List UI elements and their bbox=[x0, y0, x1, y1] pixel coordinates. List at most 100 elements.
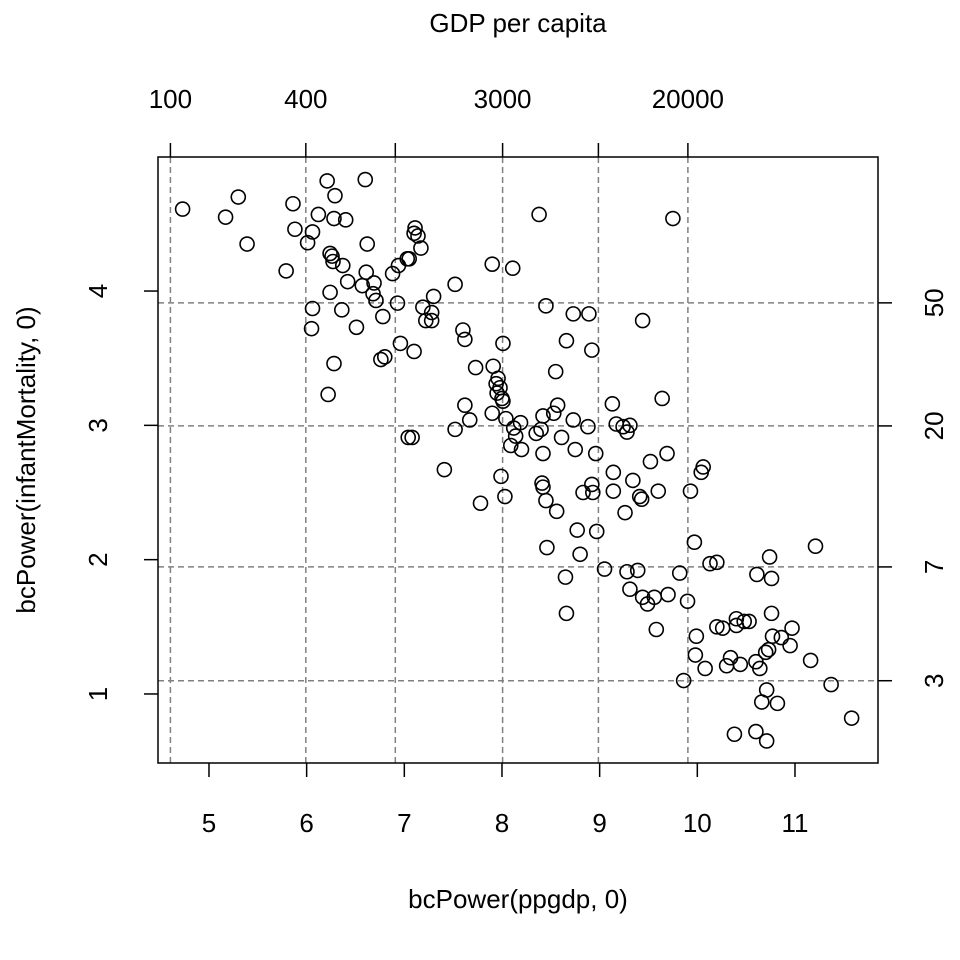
x-tick-label: 11 bbox=[781, 808, 808, 838]
point bbox=[547, 363, 564, 380]
point bbox=[319, 173, 335, 189]
point bbox=[230, 189, 247, 205]
point bbox=[406, 225, 422, 242]
y2-tick-label: 3 bbox=[919, 673, 949, 687]
point bbox=[587, 445, 604, 462]
point bbox=[304, 224, 321, 240]
point bbox=[584, 342, 600, 358]
point bbox=[538, 298, 554, 314]
point bbox=[749, 566, 765, 583]
point bbox=[764, 628, 781, 645]
point bbox=[782, 637, 798, 654]
point bbox=[285, 195, 301, 212]
point bbox=[484, 256, 501, 272]
y2-tick-label: 50 bbox=[919, 288, 949, 317]
point bbox=[425, 288, 442, 305]
point bbox=[736, 613, 752, 630]
point bbox=[366, 275, 382, 291]
point bbox=[604, 396, 621, 412]
point bbox=[539, 539, 555, 556]
point bbox=[325, 253, 341, 270]
point bbox=[843, 710, 860, 726]
x-tick-label: 8 bbox=[495, 808, 509, 838]
point bbox=[709, 619, 725, 635]
point bbox=[823, 676, 839, 693]
point bbox=[497, 488, 513, 505]
point bbox=[535, 445, 551, 462]
point bbox=[334, 257, 351, 274]
point bbox=[682, 483, 699, 499]
point bbox=[565, 306, 582, 322]
point bbox=[354, 277, 371, 294]
point bbox=[359, 236, 376, 252]
point bbox=[513, 441, 530, 458]
point bbox=[326, 355, 342, 372]
point bbox=[327, 187, 343, 204]
point bbox=[625, 472, 641, 489]
point bbox=[404, 429, 420, 446]
point bbox=[648, 621, 665, 638]
point bbox=[418, 312, 434, 329]
plot-frame bbox=[157, 156, 879, 764]
point bbox=[299, 234, 316, 251]
point bbox=[619, 563, 635, 580]
point bbox=[622, 581, 638, 598]
point bbox=[495, 335, 511, 352]
point bbox=[365, 285, 381, 302]
x-tick-label: 9 bbox=[592, 808, 606, 838]
point bbox=[615, 418, 631, 435]
point bbox=[357, 171, 374, 188]
point bbox=[334, 302, 350, 318]
point bbox=[304, 300, 321, 317]
point bbox=[686, 534, 703, 550]
point bbox=[633, 491, 650, 508]
point bbox=[423, 304, 440, 321]
point bbox=[605, 483, 622, 499]
point bbox=[761, 549, 778, 565]
x-tick-label: 7 bbox=[397, 808, 411, 838]
point bbox=[584, 476, 600, 493]
y-tick-label: 3 bbox=[83, 418, 113, 432]
point bbox=[348, 319, 365, 336]
point bbox=[447, 276, 463, 293]
y-tick-label: 2 bbox=[83, 552, 113, 566]
point bbox=[687, 647, 704, 663]
point bbox=[557, 569, 574, 585]
point bbox=[337, 212, 354, 228]
point bbox=[498, 410, 514, 427]
point bbox=[410, 228, 426, 244]
point bbox=[763, 605, 780, 622]
point bbox=[545, 405, 562, 422]
point bbox=[457, 331, 473, 348]
point bbox=[650, 483, 667, 499]
point bbox=[634, 312, 651, 329]
point bbox=[384, 265, 401, 282]
point bbox=[535, 408, 551, 424]
point bbox=[605, 464, 622, 481]
point bbox=[629, 562, 646, 579]
point bbox=[697, 660, 713, 677]
point bbox=[741, 613, 757, 630]
point bbox=[528, 425, 544, 442]
point bbox=[401, 251, 417, 267]
point bbox=[758, 733, 775, 749]
point bbox=[303, 320, 320, 337]
x-tick-label: 6 bbox=[299, 808, 313, 838]
point bbox=[688, 628, 705, 645]
point bbox=[407, 220, 423, 236]
point bbox=[567, 441, 584, 458]
y2-tick-label: 7 bbox=[919, 560, 949, 574]
point bbox=[802, 652, 819, 669]
point bbox=[375, 308, 391, 325]
point bbox=[565, 412, 582, 428]
point bbox=[695, 459, 711, 475]
point bbox=[763, 570, 780, 587]
point bbox=[322, 245, 338, 262]
point bbox=[558, 605, 575, 622]
point bbox=[376, 349, 393, 365]
point bbox=[769, 695, 786, 712]
point bbox=[512, 414, 529, 431]
point bbox=[631, 488, 648, 505]
point bbox=[507, 428, 524, 444]
